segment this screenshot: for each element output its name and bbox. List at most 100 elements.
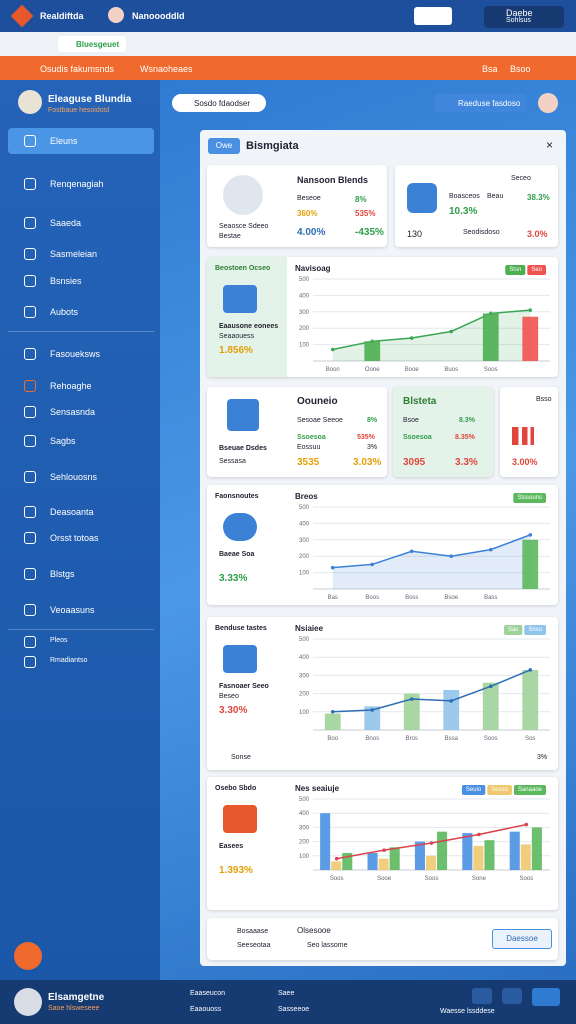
y-tick-label: 300 (299, 825, 310, 831)
menu-item[interactable]: Blstgs (50, 569, 75, 579)
y-tick-label: 400 (299, 521, 310, 527)
button[interactable] (414, 7, 452, 25)
link[interactable]: Seodisdoso (463, 229, 500, 236)
legend-chip[interactable] (524, 625, 546, 635)
legend-chip[interactable] (513, 785, 546, 795)
menu-item[interactable]: Sehlouosns (50, 472, 98, 482)
text[interactable]: Eaaouoss (190, 1006, 222, 1013)
menu-item[interactable]: Pleos (50, 637, 68, 644)
menu-item[interactable]: Sasmeleian (50, 249, 98, 259)
point (449, 329, 454, 334)
icon-button[interactable] (472, 988, 492, 1004)
legend-chip[interactable] (487, 785, 512, 795)
legend-label: Stssouns (517, 495, 542, 501)
bar (462, 833, 473, 870)
x-tick-label: Sooe (377, 876, 392, 882)
legend-chip[interactable] (503, 625, 523, 635)
text[interactable]: Waesse lssddese (440, 1008, 495, 1015)
menu-item[interactable]: Deasoanta (50, 507, 94, 517)
x-tick-label: Soos (330, 876, 344, 882)
y-tick-label: 500 (299, 277, 310, 283)
chart-card: Faonsnoutes Baeae Soa 3.33% Breos 100 200 300 4… (207, 485, 558, 605)
nav-text[interactable]: Osudis fakumsnds (40, 64, 115, 74)
menu-item[interactable]: Rmadiantso (50, 657, 88, 664)
point (528, 668, 533, 672)
menu-item[interactable]: Renqenagiah (50, 179, 104, 189)
tag[interactable]: Owe (208, 138, 240, 154)
point (382, 848, 386, 852)
menu-icon (24, 656, 36, 668)
point (370, 708, 375, 712)
text: Seeseotaa (237, 942, 271, 949)
text[interactable]: Sasseeoe (278, 1006, 310, 1013)
search[interactable]: Sosdo fdaodser (172, 94, 266, 112)
side-value: 3.30% (219, 705, 248, 716)
menu-item[interactable]: Aubots (50, 307, 79, 317)
menu-item[interactable]: Saaeda (50, 218, 82, 228)
nav-text[interactable]: Wsnaoheaes (140, 64, 193, 74)
menu-item[interactable]: Sensasnda (50, 407, 96, 417)
y-tick-label: 200 (299, 554, 310, 560)
chart: Navisoag 100 200 300 400 500 Boon Oone Booe Buos S… (295, 264, 550, 373)
tab-title[interactable]: Nanoooddld (132, 11, 185, 21)
menu-icon (24, 506, 36, 518)
x-tick-label: Bnos (365, 736, 379, 742)
side-text: Fasnoaer Seeo (219, 683, 269, 690)
browser-tab-title: Bluesgeuet (76, 40, 120, 49)
value: 3535 (297, 457, 320, 468)
nav-text[interactable]: Bsoo (510, 64, 531, 74)
side-title: Osebo Sbdo (215, 785, 257, 792)
x-tick-label: Bsoe (444, 595, 458, 601)
text: Seceo (511, 175, 531, 182)
chart-card: Benduse tastes Fasnoaer Seeo Beseo 3.30% Son… (207, 617, 558, 770)
label: Eossuu (297, 444, 321, 451)
point (330, 347, 335, 352)
bar (324, 713, 341, 730)
footer-card: Bosaaase Seeseotaa Olsesooe Seo lassome … (207, 918, 558, 960)
icon-button[interactable] (532, 988, 560, 1006)
legend-chip[interactable] (527, 265, 546, 275)
text[interactable]: Eaaseucon (190, 990, 226, 997)
legend-chip[interactable] (461, 785, 486, 795)
legend-chip[interactable] (505, 265, 526, 275)
y-tick-label: 100 (299, 854, 310, 860)
legend-text: Sonse (231, 754, 251, 761)
search-text: Sosdo fdaodser (194, 99, 251, 108)
menu-item[interactable]: Orsst totoas (50, 533, 99, 543)
x-tick-label: Soos (484, 736, 498, 742)
browser-tab[interactable]: Bluesgeuet (58, 36, 126, 52)
label: Boasceos (449, 193, 480, 200)
point (524, 822, 529, 827)
icon-button[interactable] (502, 988, 522, 1004)
text[interactable]: Saee (278, 990, 295, 997)
fab[interactable] (14, 942, 42, 970)
menu-item[interactable]: Rehoaghe (50, 381, 92, 391)
menu-item[interactable]: Veoaasuns (50, 605, 95, 615)
point (449, 699, 454, 703)
chart-side: Osebo Sbdo Easees 1.393% (207, 777, 287, 910)
header-button[interactable]: Raeduse fasdoso (434, 94, 526, 112)
bar (522, 669, 539, 730)
menu-icon (24, 248, 36, 260)
footer-button[interactable]: Daessoe (492, 929, 552, 949)
user-box[interactable]: Daebe Sohlsus (484, 6, 564, 28)
menu-item[interactable]: Bsnsies (50, 276, 82, 286)
menu-item[interactable]: Fasoueksws (50, 349, 101, 359)
x-tick-label: Bros (406, 736, 418, 742)
menu-icon (24, 306, 36, 318)
legend-label: Sas (508, 627, 518, 633)
x-tick-label: Boon (326, 367, 340, 373)
point (409, 549, 414, 554)
point (449, 554, 454, 558)
chart-title: Nes seaiuje (295, 784, 340, 793)
bar (473, 845, 484, 870)
close[interactable]: × (546, 138, 554, 152)
menu-item[interactable]: Sagbs (50, 436, 76, 446)
legend-chip[interactable] (513, 493, 546, 503)
avatar (538, 93, 558, 113)
point (370, 562, 375, 567)
nav-text[interactable]: Bsa (482, 64, 498, 74)
sidebar: Eleaguse Blundia Fostbaue hesoidstd Eleu… (0, 80, 160, 980)
bar (389, 847, 400, 870)
menu-item[interactable]: Eleuns (50, 136, 78, 146)
